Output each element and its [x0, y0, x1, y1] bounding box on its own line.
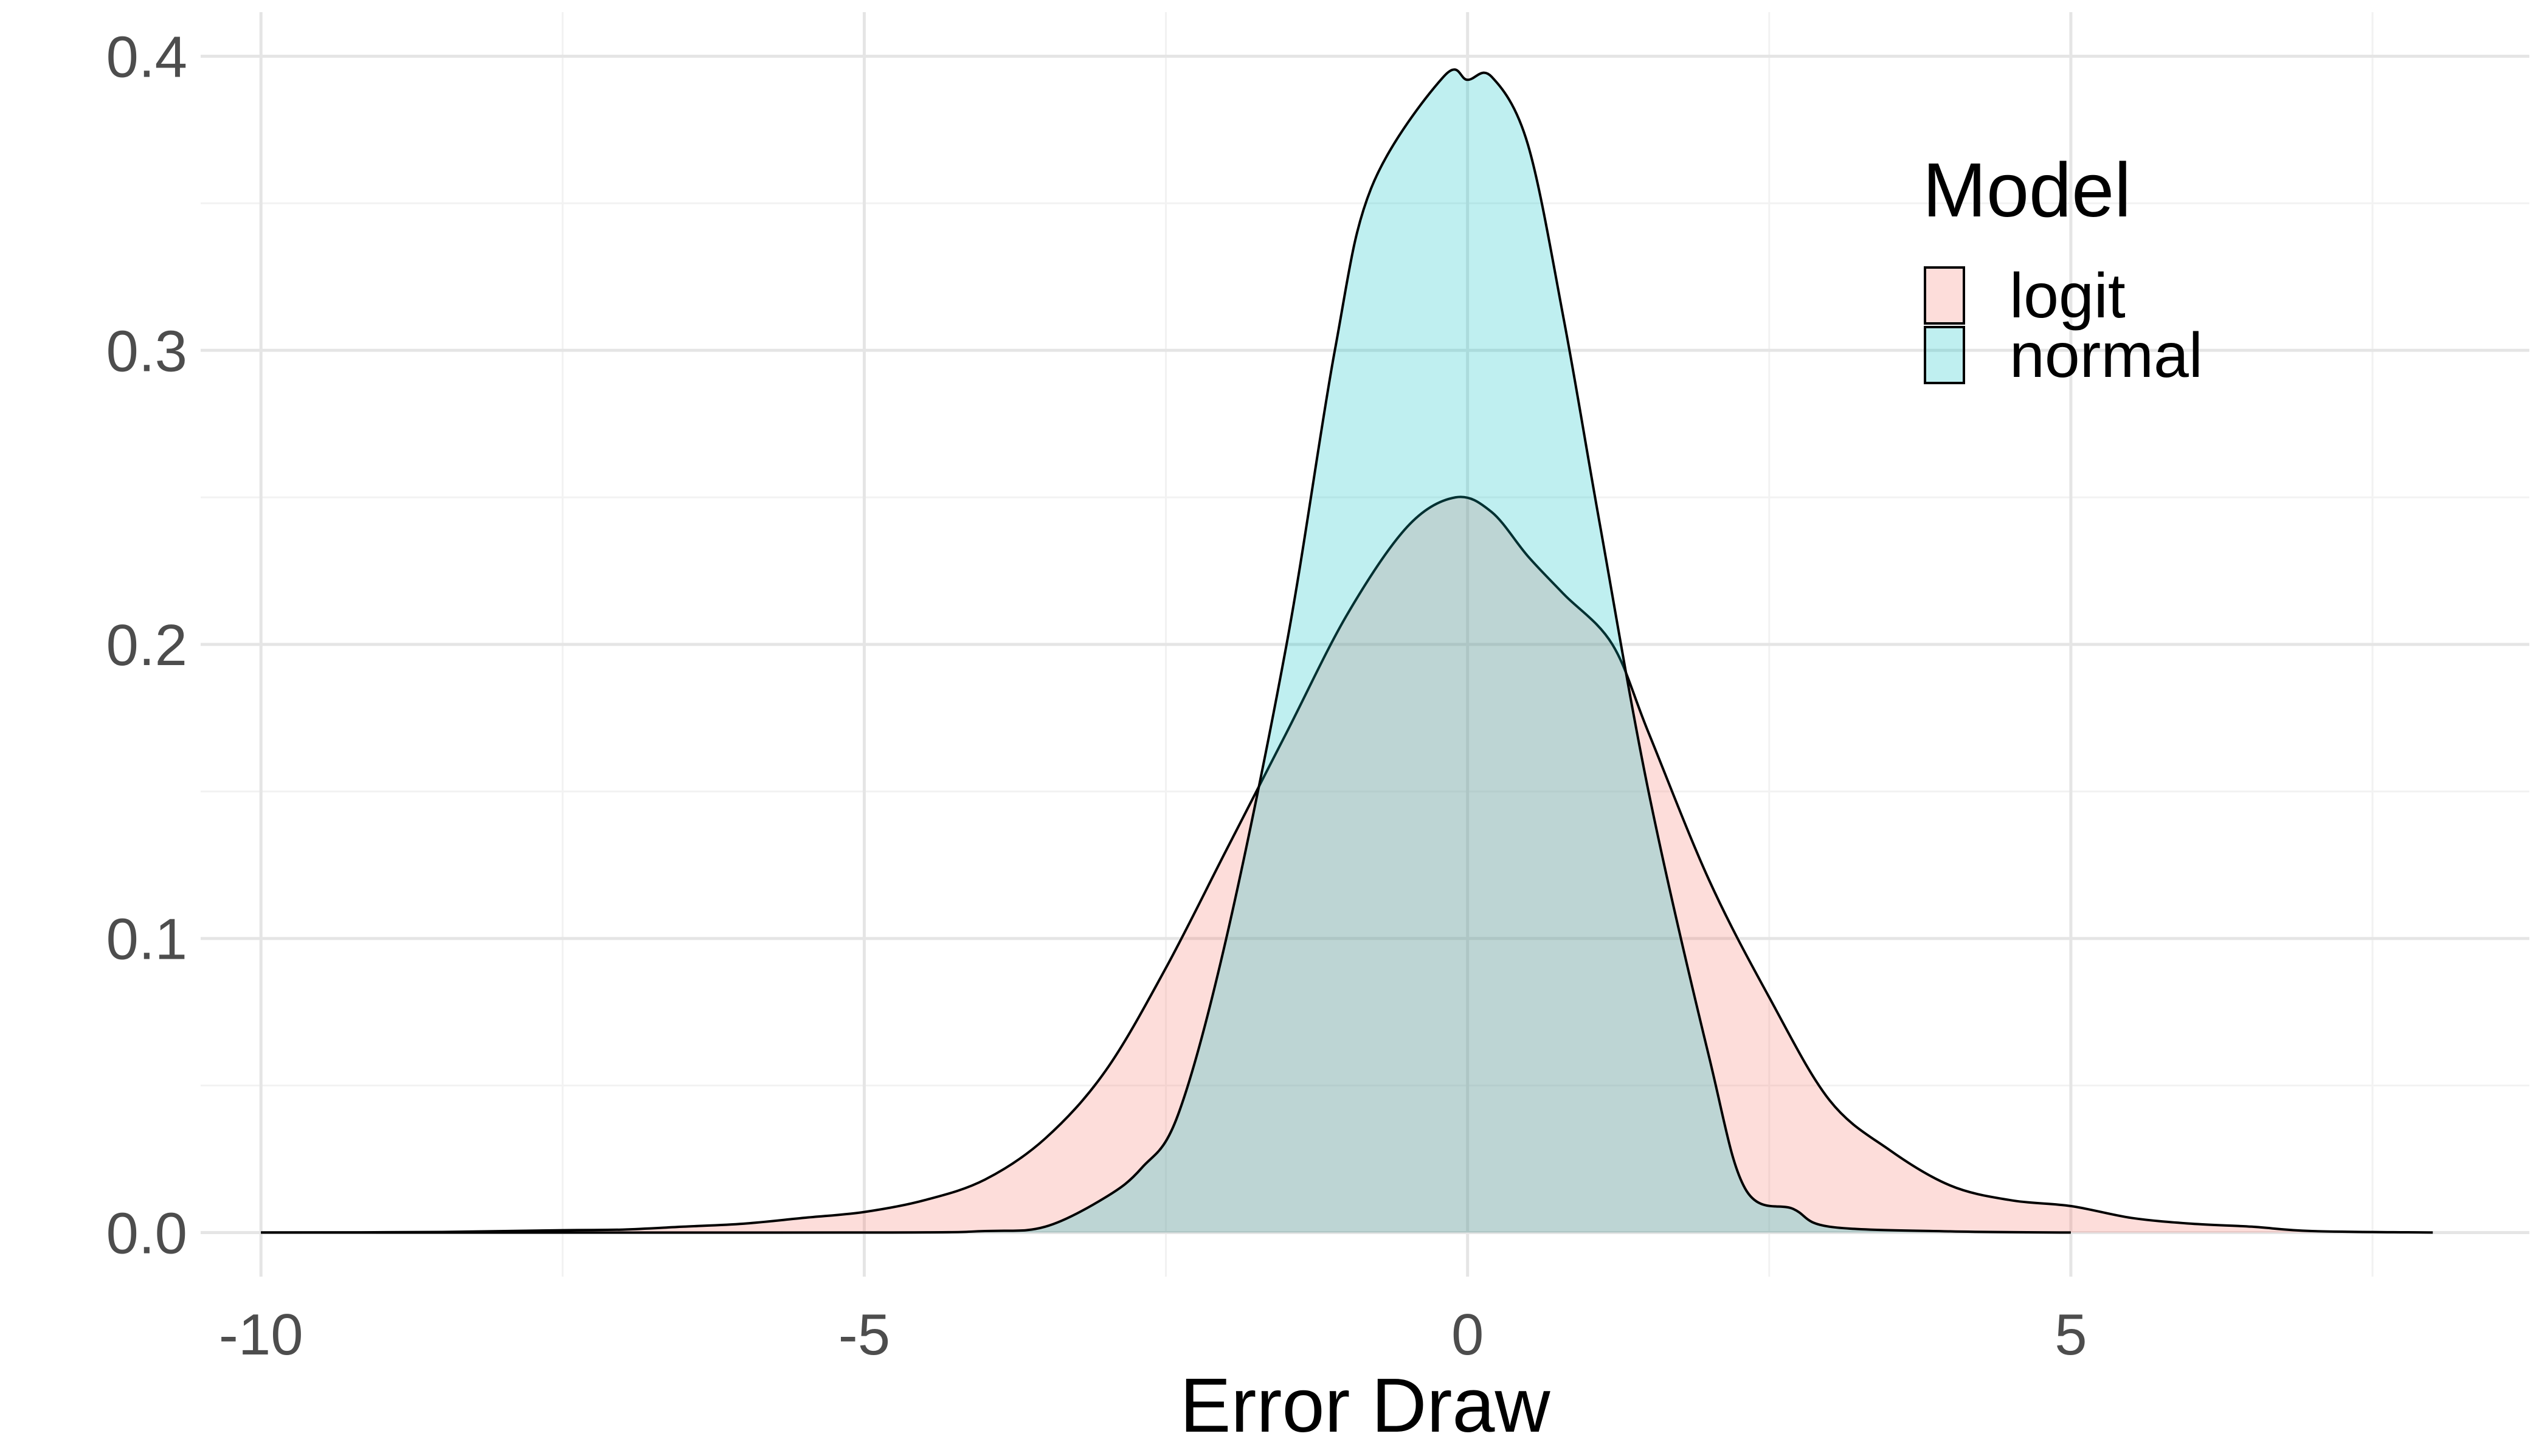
x-axis-tick-labels: -10 -5 0 5	[219, 1302, 2087, 1367]
legend-label-normal: normal	[2009, 320, 2203, 391]
y-axis-tick-labels: 0.0 0.1 0.2 0.3 0.4	[106, 25, 187, 1266]
legend-key-logit	[1924, 266, 1965, 325]
density-areas	[261, 68, 2433, 1234]
density-area-normal	[261, 69, 2071, 1233]
density-line-logit	[261, 495, 2433, 1234]
legend-title: Model	[1923, 147, 2131, 233]
y-tick-label: 0.0	[106, 1201, 187, 1266]
x-tick-label: -10	[219, 1302, 303, 1367]
y-tick-label: 0.4	[106, 25, 187, 90]
y-tick-label: 0.1	[106, 907, 187, 972]
legend-key-normal	[1924, 326, 1965, 384]
x-tick-label: 5	[2054, 1302, 2087, 1367]
minor-gridlines	[201, 12, 2529, 1277]
y-tick-label: 0.3	[106, 319, 187, 384]
density-line-normal	[261, 68, 2071, 1234]
major-gridlines	[201, 12, 2529, 1277]
legend-label-logit: logit	[2009, 261, 2126, 331]
x-tick-label: -5	[838, 1302, 890, 1367]
y-tick-label: 0.2	[106, 613, 187, 678]
density-area-logit	[261, 497, 2433, 1233]
x-tick-label: 0	[1451, 1302, 1484, 1367]
x-axis-title: Error Draw	[1180, 1362, 1550, 1448]
